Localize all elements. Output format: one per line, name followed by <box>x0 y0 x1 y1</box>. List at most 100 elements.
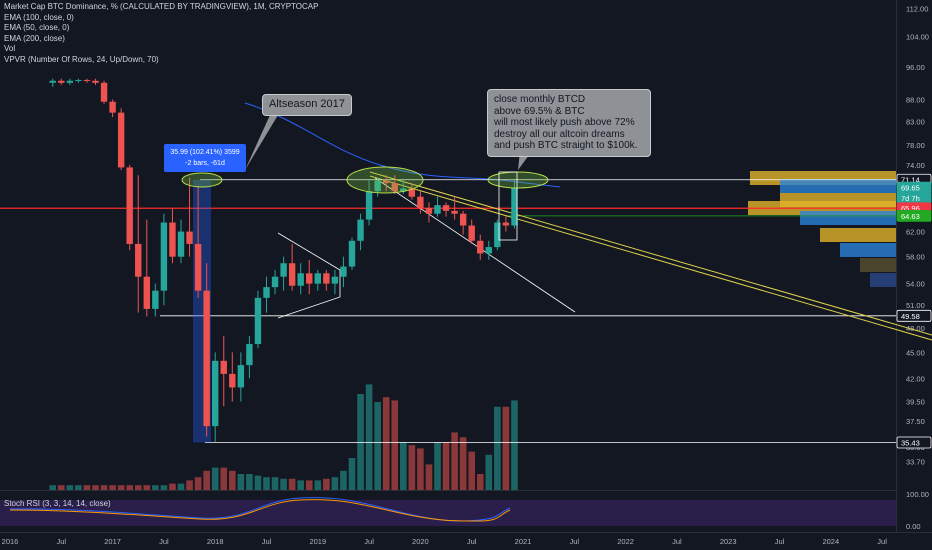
measure-line2: -2 bars, -61d <box>185 160 225 167</box>
price-badge: 64.63 <box>896 210 932 222</box>
vpvr-bar <box>820 228 896 242</box>
candle-body <box>117 112 125 168</box>
volume-bar <box>348 458 356 490</box>
legend-title: Market Cap BTC Dominance, % (CALCULATED … <box>4 2 319 11</box>
x-tick-label: 2018 <box>207 537 224 546</box>
candle-body <box>58 80 65 83</box>
measure-line1: 35.99 (102.41%) 3599 <box>170 149 240 156</box>
candle-body <box>357 219 364 241</box>
volume-bar <box>66 485 74 490</box>
candle-body <box>468 225 475 241</box>
highlight-box <box>498 171 518 241</box>
candle-body <box>494 222 501 248</box>
volume-bar <box>485 454 493 490</box>
volume-bar <box>340 470 347 490</box>
y-tick-label: 96.00 <box>906 63 925 72</box>
volume-bar <box>117 485 125 490</box>
volume-bar <box>305 480 313 490</box>
note-line: and push BTC straight to $100k. <box>494 140 638 151</box>
x-tick-label: 2020 <box>412 537 429 546</box>
x-tick-label: 2021 <box>515 537 532 546</box>
candle-body <box>417 196 424 208</box>
highlight-ellipse <box>487 171 549 189</box>
volume-bar <box>237 474 245 490</box>
candle-body <box>383 180 390 184</box>
candle-series <box>49 78 518 442</box>
volume-bar <box>391 400 399 490</box>
volume-bar <box>126 485 133 490</box>
candle-body <box>75 79 82 81</box>
y-tick-label: 48.00 <box>906 324 925 333</box>
volume-bar <box>417 448 424 490</box>
vpvr-bar <box>800 211 896 225</box>
note-line: destroy all our altcoin dreams <box>494 128 625 140</box>
volume-bar <box>220 467 228 490</box>
volume-bar <box>511 400 518 490</box>
volume-bar <box>75 485 82 490</box>
vpvr-bar <box>840 243 896 257</box>
candle-body <box>306 273 313 284</box>
candle-body <box>246 344 253 366</box>
volume-bar <box>331 477 339 490</box>
volume-bar <box>152 485 159 490</box>
volume-bar <box>254 475 262 490</box>
candle-body <box>365 191 373 220</box>
rsi-band <box>0 500 896 526</box>
price-badge-bg <box>896 309 932 322</box>
volume-bar <box>314 480 322 490</box>
vpvr-bar <box>870 273 896 287</box>
candle-body <box>263 287 270 298</box>
rsi-tick-label: 0.00 <box>906 522 921 531</box>
volume-bar <box>451 432 458 490</box>
y-tick-label: 104.00 <box>906 33 929 42</box>
trendline-yellow <box>369 175 932 341</box>
candle-body <box>451 210 458 214</box>
volume-series <box>49 384 518 490</box>
candle-body <box>100 82 108 102</box>
triangle-pattern <box>277 232 341 319</box>
candle-body <box>160 222 168 291</box>
volume-bar <box>58 485 65 490</box>
volume-bar <box>476 474 484 490</box>
volume-bar <box>323 478 330 490</box>
price-badge: 69.65 <box>896 181 932 194</box>
volume-bar <box>365 384 373 490</box>
highlight-ellipse <box>181 172 223 188</box>
volume-bar <box>92 485 99 490</box>
volume-bar <box>246 474 253 490</box>
volume-bar <box>357 394 364 490</box>
note-callout: close monthly BTCD above 69.5% & BTC wil… <box>487 89 651 157</box>
candle-body <box>152 290 159 309</box>
volume-bar <box>297 480 304 490</box>
price-badge: 35.43 <box>896 436 932 449</box>
candle-body <box>254 297 262 345</box>
volume-bar <box>408 445 416 490</box>
vpvr-bar <box>860 258 896 272</box>
volume-bar <box>459 437 467 490</box>
ema-line <box>244 102 561 188</box>
candle-body <box>477 240 484 254</box>
legend-vol: Vol <box>4 44 16 53</box>
measure-label: 35.99 (102.41%) 3599 -2 bars, -61d <box>164 144 246 172</box>
price-badge-text: 64.63 <box>901 212 920 221</box>
volume-bar <box>442 442 450 490</box>
candle-body <box>66 80 74 83</box>
price-badge-text: 65.96 <box>901 204 920 213</box>
time-axis-border <box>0 532 932 533</box>
volume-bar <box>109 485 116 490</box>
volume-bar <box>169 483 176 490</box>
candle-body <box>400 188 407 192</box>
price-badge-bg <box>896 210 932 222</box>
volume-bar <box>229 470 236 490</box>
x-tick-label: Jul <box>364 537 374 546</box>
candle-body <box>391 183 398 192</box>
candle-body <box>109 101 116 113</box>
volume-bar <box>83 485 91 490</box>
y-tick-label: 37.50 <box>906 417 925 426</box>
x-tick-label: 2023 <box>720 537 737 546</box>
candle-body <box>229 373 236 388</box>
x-tick-label: Jul <box>775 537 785 546</box>
candle-body <box>271 276 279 288</box>
y-tick-label: 42.00 <box>906 374 925 383</box>
